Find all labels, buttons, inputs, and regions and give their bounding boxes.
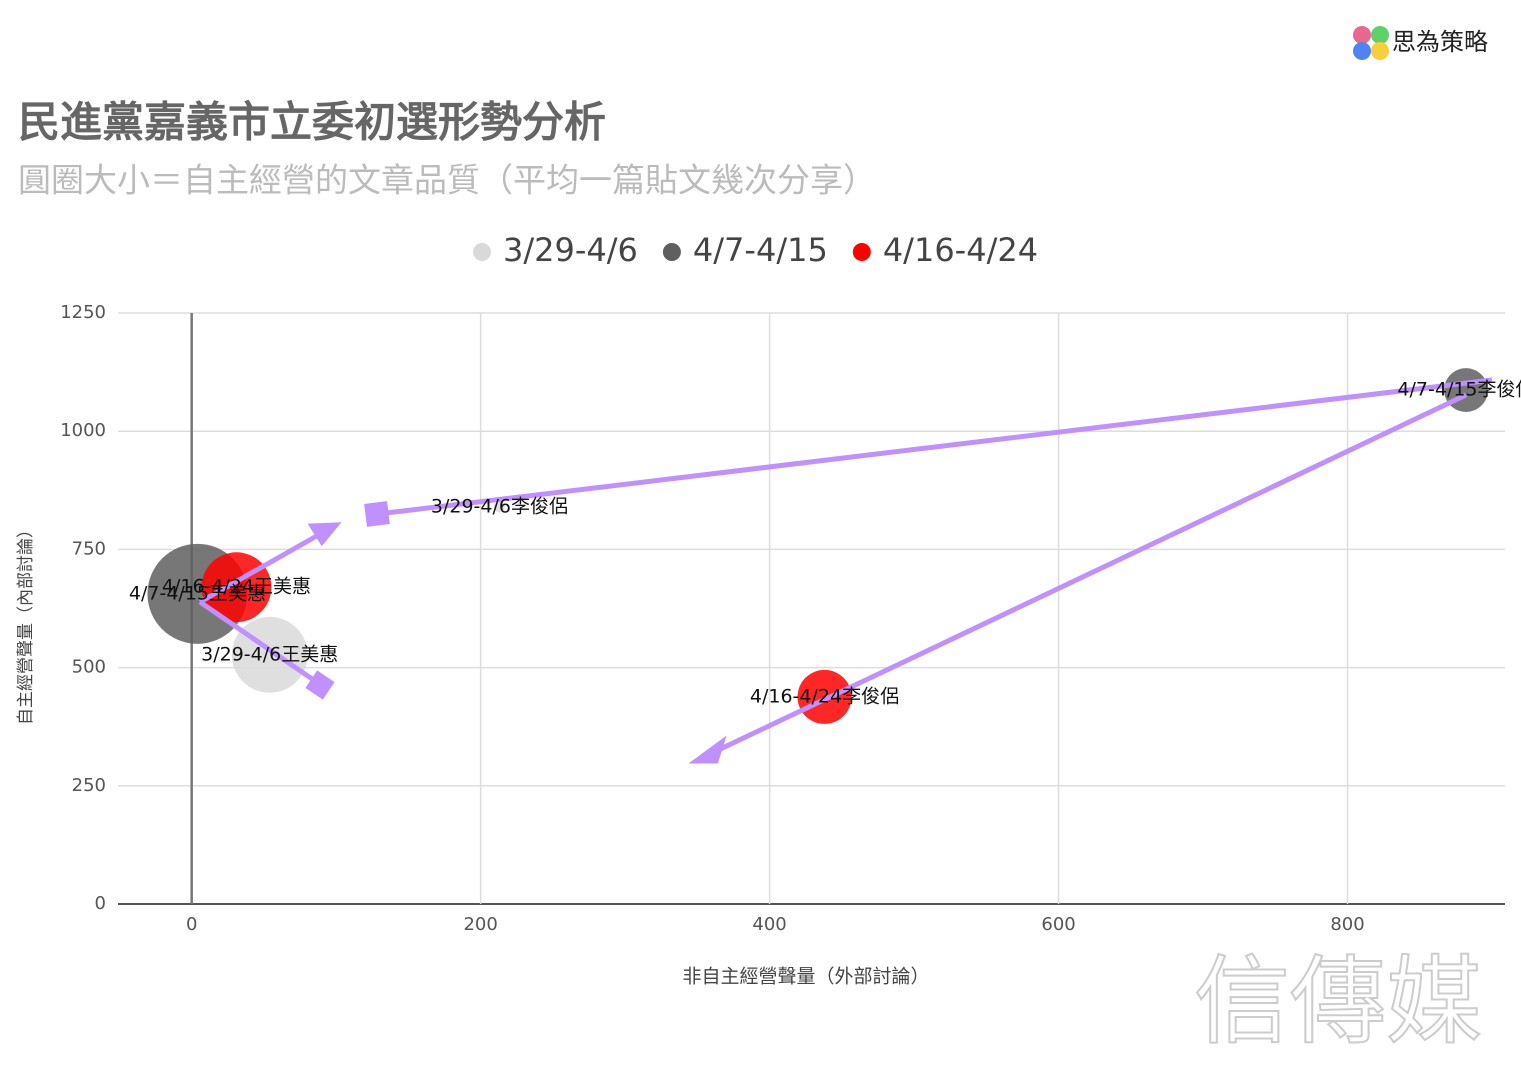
- chart-title: 民進黨嘉義市立委初選形勢分析: [18, 98, 606, 147]
- bubble-label: 3/29-4/6李俊侶: [431, 495, 568, 517]
- legend-swatch: [473, 243, 491, 261]
- grid: 0 250 500 750 1000 1250 0 200 400 600 800: [60, 302, 1505, 935]
- logo-icon: [1353, 26, 1389, 60]
- y-tick-label: 250: [72, 775, 106, 796]
- bubble-label: 4/7-4/15李俊侶: [1397, 379, 1521, 401]
- x-tick-label: 200: [463, 914, 497, 935]
- bubble: [493, 501, 505, 513]
- y-tick-label: 1250: [60, 302, 106, 323]
- legend-label: 4/7-4/15: [693, 231, 828, 269]
- x-axis-label: 非自主經營聲量（外部討論）: [682, 966, 929, 988]
- y-tick-label: 500: [72, 657, 106, 678]
- bubbles: [147, 368, 1488, 724]
- logo-text: 思為策略: [1392, 28, 1488, 56]
- bubble-label: 4/16-4/24李俊侶: [750, 685, 899, 707]
- legend-swatch: [852, 243, 871, 261]
- x-tick-label: 600: [1041, 914, 1075, 935]
- trend-arrows: [198, 377, 1493, 764]
- y-tick-label: 750: [72, 538, 106, 559]
- y-tick-label: 0: [95, 893, 106, 914]
- y-tick-label: 1000: [60, 420, 106, 441]
- legend-label: 3/29-4/6: [503, 231, 638, 269]
- bubble-label: 4/7-4/15王美惠: [129, 582, 266, 604]
- y-axis-label: 自主經營聲量（內部討論）: [16, 521, 36, 725]
- data-labels: 3/29-4/6王美惠 3/29-4/6李俊侶 4/7-4/15王美惠 4/7-4/1…: [129, 379, 1521, 708]
- x-tick-label: 800: [1330, 914, 1364, 935]
- watermark: 信傳媒: [1194, 945, 1482, 1057]
- legend-label: 4/16-4/24: [883, 231, 1038, 269]
- legend: 3/29-4/6 4/7-4/15 4/16-4/24: [473, 231, 1038, 269]
- x-tick-label: 0: [186, 914, 197, 935]
- bubble-label: 4/16-4/24王美惠: [162, 576, 311, 598]
- x-tick-label: 400: [752, 914, 786, 935]
- legend-swatch: [662, 243, 681, 261]
- chart-subtitle: 圓圈大小＝自主經營的文章品質（平均一篇貼文幾次分享）: [18, 161, 876, 200]
- bubble-label: 3/29-4/6王美惠: [201, 643, 338, 665]
